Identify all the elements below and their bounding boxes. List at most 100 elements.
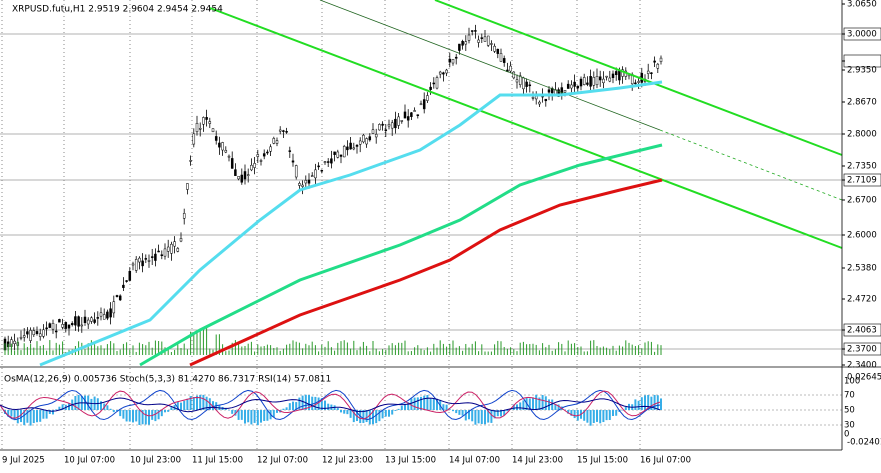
candle-body — [608, 77, 612, 82]
candle-body — [557, 89, 560, 97]
candle-body — [227, 155, 231, 158]
trend-line — [319, 0, 661, 131]
candle-body — [221, 142, 224, 151]
candle-body — [518, 75, 522, 85]
candle-body — [182, 213, 186, 219]
candle-body — [653, 60, 656, 63]
candle-body — [371, 129, 375, 134]
candle-body — [125, 280, 128, 282]
candle-body — [144, 258, 148, 260]
candle-body — [157, 250, 160, 253]
candle-body — [90, 317, 93, 322]
candle-body — [419, 103, 423, 106]
price-label: 3.0650 — [847, 0, 877, 10]
candle-body — [403, 111, 407, 119]
price-label: 2.6700 — [847, 196, 877, 206]
candle-body — [384, 129, 388, 131]
candle-body — [397, 116, 400, 126]
price-label: 2.3700 — [847, 345, 877, 355]
candle-body — [202, 117, 205, 125]
candle-body — [656, 63, 660, 69]
candle-body — [320, 169, 324, 172]
candle-body — [374, 134, 378, 138]
candle-body — [150, 256, 154, 258]
candle-body — [93, 319, 96, 323]
time-label: 10 Jul 07:00 — [64, 456, 115, 466]
candle-body — [109, 308, 112, 318]
candle-body — [544, 98, 548, 102]
candle-body — [509, 65, 512, 72]
candle-body — [208, 121, 212, 124]
candle-body — [179, 238, 183, 242]
candle-body — [570, 84, 573, 89]
indicator-label: OsMA(12,26,9) 0.005736 Stoch(5,3,3) 81.4… — [4, 375, 331, 385]
candle-body — [272, 138, 276, 144]
price-label: 2.4720 — [847, 295, 877, 305]
candle-body — [451, 59, 455, 64]
candle-body — [224, 149, 228, 153]
candle-body — [230, 158, 234, 169]
candle-body — [285, 131, 288, 133]
candle-body — [269, 146, 272, 152]
candle-body — [339, 154, 343, 157]
candle-body — [592, 77, 596, 86]
candle-body — [243, 171, 247, 180]
candle-body — [83, 316, 87, 323]
candle-body — [621, 69, 624, 77]
candle-body — [256, 154, 260, 157]
candle-body — [288, 150, 292, 152]
candle-body — [470, 30, 474, 32]
candle-body — [646, 70, 650, 74]
candle-body — [275, 140, 279, 144]
candle-body — [282, 130, 285, 132]
candle-body — [246, 174, 250, 176]
candle-body — [534, 96, 538, 100]
candle-body — [19, 336, 23, 339]
plot — [0, 0, 843, 426]
candle-body — [170, 243, 173, 254]
price-label: 2.8000 — [847, 130, 877, 140]
candle-body — [352, 147, 356, 150]
candle-body — [602, 78, 605, 84]
candle-body — [77, 316, 80, 327]
time-label: 14 Jul 23:00 — [512, 456, 563, 466]
candle-body — [435, 77, 439, 89]
candle-body — [496, 48, 500, 54]
trend-line — [209, 7, 843, 249]
candle-body — [141, 260, 144, 267]
indicator-axis-label: 30 — [844, 421, 855, 431]
candle-body — [35, 331, 39, 334]
candle-body — [422, 99, 426, 110]
candle-body — [381, 123, 384, 126]
candle-body — [528, 84, 532, 87]
price-label: 2.4063 — [847, 326, 877, 336]
candle-body — [634, 82, 637, 85]
candle-body — [54, 330, 58, 333]
candle-body — [342, 146, 346, 158]
indicator-axis-label: 70 — [844, 391, 855, 401]
candle-body — [538, 101, 541, 105]
time-label: 12 Jul 07:00 — [257, 456, 308, 466]
candle-body — [32, 330, 36, 335]
ma-fast — [39, 80, 663, 367]
candle-body — [74, 316, 77, 326]
candle-body — [394, 118, 397, 129]
candle-body — [266, 151, 269, 154]
candle-body — [205, 117, 208, 120]
candle-body — [467, 34, 471, 41]
time-label: 9 Jul 2025 — [2, 456, 45, 466]
ma-mid — [139, 143, 663, 367]
time-label: 11 Jul 15:00 — [192, 456, 243, 466]
candle-body — [659, 57, 663, 62]
price-label: 2.7350 — [847, 162, 877, 172]
candle-body — [186, 183, 189, 190]
candle-body — [330, 158, 333, 164]
candle-body — [333, 151, 336, 155]
candle-body — [154, 253, 157, 261]
candle-body — [358, 140, 362, 145]
candle-body — [525, 81, 528, 87]
candle-body — [618, 70, 621, 81]
candle-body — [237, 176, 240, 180]
candle-body — [51, 323, 55, 330]
